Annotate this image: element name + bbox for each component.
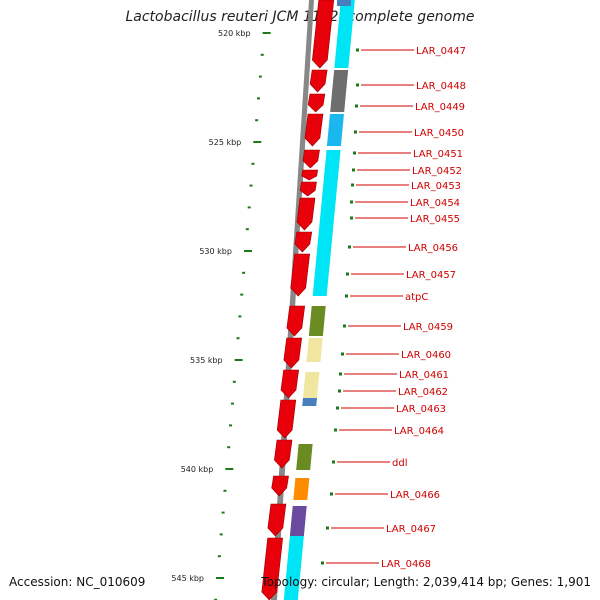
gene-label: LAR_0459	[403, 322, 453, 333]
cds-arrow	[271, 475, 289, 497]
cds-arrow	[261, 537, 284, 600]
cds-arrow	[267, 503, 287, 537]
cds-arrow	[307, 93, 326, 113]
gene-label: LAR_0452	[412, 166, 462, 177]
gene-label: LAR_0463	[396, 404, 446, 415]
cds-arrow	[296, 197, 316, 231]
gene-label: LAR_0460	[401, 350, 451, 361]
feature-dot	[343, 324, 346, 328]
feature-dot	[350, 200, 353, 204]
scale-label: 535 kbp	[190, 356, 223, 365]
gene-label: ddl	[392, 458, 407, 469]
feature-dot	[354, 130, 357, 134]
cds-arrow	[274, 439, 293, 469]
feature-block	[312, 150, 341, 296]
gene-label: LAR_0457	[406, 270, 456, 281]
gene-label: LAR_0461	[399, 370, 449, 381]
cds-arrow	[312, 0, 335, 69]
topology-text: Topology: circular; Length: 2,039,414 bp…	[261, 575, 591, 589]
feature-dot	[321, 561, 324, 565]
feature-dot	[346, 272, 349, 276]
feature-dot	[334, 428, 337, 432]
feature-block	[326, 114, 344, 146]
gene-label: LAR_0464	[394, 426, 444, 437]
cds-arrow	[299, 181, 317, 197]
cds-arrow	[283, 337, 303, 369]
feature-dot	[348, 245, 351, 249]
feature-block	[330, 70, 349, 112]
feature-block	[296, 444, 313, 470]
scale-label: 525 kbp	[209, 138, 242, 147]
gene-label: LAR_0451	[413, 149, 463, 160]
gene-label: LAR_0449	[415, 102, 465, 113]
map-title: Lactobacillus reuteri JCM 1112, complete…	[125, 9, 475, 25]
gene-label: LAR_0462	[398, 387, 448, 398]
cds-arrow	[294, 231, 313, 253]
scale-label: 545 kbp	[171, 574, 204, 583]
scale-label: 530 kbp	[199, 247, 232, 256]
feature-dot	[336, 406, 339, 410]
gene-label: LAR_0450	[414, 128, 464, 139]
scale-ticks: 520 kbp 525 kbp 530 kbp 535 kbp 540 kbp 545 k…	[171, 29, 271, 600]
gene-label: LAR_0468	[381, 559, 431, 570]
gene-label: LAR_0448	[416, 81, 466, 92]
cds-arrow	[280, 369, 299, 399]
gene-label: LAR_0454	[410, 198, 460, 209]
feature-block	[306, 338, 323, 362]
gene-label: LAR_0455	[410, 214, 460, 225]
feature-block	[334, 0, 355, 68]
feature-block	[289, 506, 307, 536]
feature-dot	[345, 294, 348, 298]
feature-dot	[353, 151, 356, 155]
gene-label: LAR_0453	[411, 181, 461, 192]
cds-arrow	[304, 113, 324, 147]
accession-text: Accession: NC_010609	[9, 575, 146, 589]
scale-label: 540 kbp	[181, 465, 214, 474]
gene-label: LAR_0466	[390, 490, 440, 501]
feature-dot	[350, 216, 353, 220]
cds-arrow	[286, 305, 306, 337]
gene-label: LAR_0456	[408, 243, 458, 254]
feature-block	[308, 306, 326, 336]
feature-dot	[352, 168, 355, 172]
feature-block	[302, 398, 317, 406]
feature-dot	[356, 83, 359, 87]
feature-dot	[338, 389, 341, 393]
cds-arrow	[309, 69, 328, 93]
feature-blocks	[261, 0, 355, 600]
feature-dot	[332, 460, 335, 464]
gene-labels: LAR_0447 LAR_0448 LAR_0449 LAR_0450 LAR_0451…	[321, 46, 466, 570]
feature-block	[337, 0, 351, 6]
gene-label: LAR_0447	[416, 46, 466, 57]
cds-arrow	[301, 169, 319, 181]
scale-label: 520 kbp	[218, 29, 251, 38]
feature-block	[302, 372, 320, 398]
gene-label: LAR_0467	[386, 524, 436, 535]
cds-arrow	[290, 253, 311, 297]
feature-dot	[339, 372, 342, 376]
feature-dot	[326, 526, 329, 530]
cds-arrow	[276, 399, 297, 439]
feature-dot	[355, 104, 358, 108]
gene-label: atpC	[405, 292, 428, 303]
feature-dot	[330, 492, 333, 496]
feature-dot	[356, 48, 359, 52]
feature-dot	[351, 183, 354, 187]
feature-dot	[341, 352, 344, 356]
cds-arrow	[302, 149, 320, 169]
feature-block	[283, 536, 304, 600]
feature-block	[293, 478, 310, 500]
